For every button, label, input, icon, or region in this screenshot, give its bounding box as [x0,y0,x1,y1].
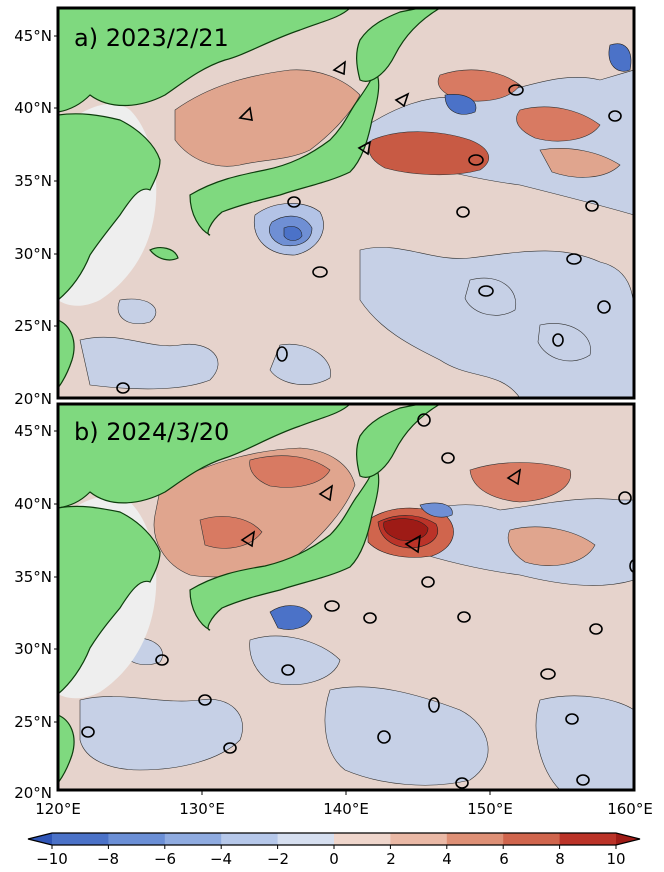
colorbar-bin [390,833,448,845]
panel-b-map: b) 2024/3/20 [58,404,634,790]
y-tick-label: 20°N [14,784,52,802]
colorbar: −10 −8 −6 −4 −2 0 2 4 6 8 10 [27,832,641,868]
panel-a-warm-anomalies [174,69,621,178]
x-axis: 120°E 130°E 140°E 150°E 160°E [35,800,653,818]
colorbar-cells [28,833,640,845]
x-tick-label: 120°E [35,800,81,818]
y-tick-label: 30°N [14,245,52,263]
colorbar-tick-labels: −10 −8 −6 −4 −2 0 2 4 6 8 10 [36,850,625,868]
colorbar-bin [221,833,279,845]
x-tick-label: 150°E [467,800,513,818]
panel-a-label: a) 2023/2/21 [74,24,229,52]
y-tick-label: 35°N [14,568,52,586]
colorbar-bin [334,833,391,845]
y-tick-label: 40°N [14,495,52,513]
colorbar-bin [164,833,222,845]
panel-a-cool-anomalies [79,69,634,398]
colorbar-bin [446,833,504,845]
colorbar-tick-label: 10 [606,850,625,868]
panel-b-warm-anomalies [153,447,596,578]
x-tick-label: 130°E [179,800,225,818]
y-tick-label: 30°N [14,640,52,658]
panel-a-cold-eddy [253,43,632,256]
panel-a-markers [116,60,622,394]
panel-b-warm-eddy [269,502,454,630]
x-tick-label: 140°E [323,800,369,818]
colorbar-tick-label: 2 [386,850,396,868]
panel-a-frame [56,6,636,400]
panel-a-y-ticks [54,35,58,327]
colorbar-bin [52,833,109,845]
colorbar-bin [277,833,335,845]
y-tick-label: 25°N [14,317,52,335]
colorbar-tick-label: −2 [267,850,289,868]
colorbar-bin [108,833,166,845]
panel-a-map: a) 2023/2/21 [58,8,634,398]
x-ticks [201,790,491,795]
colorbar-tick-label: 0 [329,850,339,868]
panel-a-y-axis: 45°N 40°N 35°N 30°N 25°N 20°N [14,27,52,408]
colorbar-tick-label: 8 [555,850,565,868]
x-tick-label: 160°E [607,800,653,818]
panel-b-y-axis: 45°N 40°N 35°N 30°N 25°N 20°N [14,422,52,802]
colorbar-ticks [51,845,617,849]
y-tick-label: 40°N [14,99,52,117]
y-tick-label: 25°N [14,713,52,731]
panel-a-land [58,8,442,390]
y-tick-label: 45°N [14,422,52,440]
panel-b-y-ticks [54,430,58,723]
panel-b-land [58,404,442,785]
colorbar-tick-label: 4 [442,850,452,868]
colorbar-extend-high [616,833,640,845]
y-tick-label: 35°N [14,172,52,190]
panel-b-markers [81,413,634,789]
colorbar-bin [559,833,617,845]
y-tick-label: 45°N [14,27,52,45]
colorbar-tick-label: −8 [97,850,119,868]
colorbar-tick-label: −10 [36,850,68,868]
colorbar-bin [503,833,561,845]
colorbar-extend-low [28,833,52,845]
y-tick-label: 20°N [14,390,52,408]
colorbar-tick-label: 6 [499,850,509,868]
panel-b-label: b) 2024/3/20 [74,418,229,446]
colorbar-tick-label: −6 [154,850,176,868]
colorbar-tick-label: −4 [210,850,232,868]
